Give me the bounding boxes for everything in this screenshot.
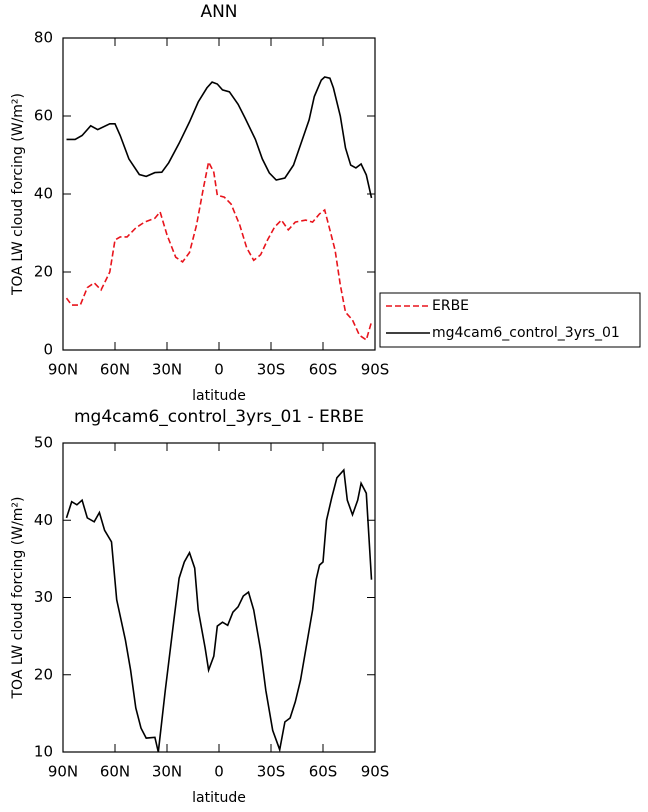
data-line bbox=[66, 76, 373, 199]
x-tick-label: 60S bbox=[309, 361, 338, 379]
x-tick-label: 30S bbox=[257, 763, 286, 781]
legend-label: ERBE bbox=[432, 298, 469, 314]
y-tick-label: 80 bbox=[34, 29, 53, 47]
y-tick-label: 40 bbox=[34, 511, 53, 529]
y-tick-label: 50 bbox=[34, 434, 53, 452]
x-tick-label: 90S bbox=[361, 361, 390, 379]
data-line bbox=[65, 159, 373, 342]
x-tick-label: 60N bbox=[100, 361, 130, 379]
x-axis-label: latitude bbox=[192, 790, 246, 806]
x-tick-label: 30N bbox=[152, 361, 182, 379]
y-tick-label: 0 bbox=[43, 341, 53, 359]
y-axis-label: TOA LW cloud forcing (W/m²) bbox=[10, 497, 26, 700]
plot-frame bbox=[62, 37, 376, 351]
y-tick-label: 40 bbox=[34, 185, 53, 203]
x-tick-label: 90N bbox=[48, 361, 78, 379]
y-tick-label: 10 bbox=[34, 743, 53, 761]
y-tick-label: 20 bbox=[34, 665, 53, 683]
x-tick-label: 60S bbox=[309, 763, 338, 781]
y-tick-label: 60 bbox=[34, 107, 53, 125]
legend-box bbox=[379, 292, 641, 348]
x-tick-label: 90N bbox=[48, 763, 78, 781]
x-tick-label: 60N bbox=[100, 763, 130, 781]
x-tick-label: 0 bbox=[214, 361, 224, 379]
chart-title: ANN bbox=[200, 2, 237, 22]
chart-title: mg4cam6_control_3yrs_01 - ERBE bbox=[74, 407, 364, 427]
plot-frame bbox=[62, 442, 376, 753]
legend-label: mg4cam6_control_3yrs_01 bbox=[432, 325, 620, 341]
x-tick-label: 30N bbox=[152, 763, 182, 781]
y-tick-label: 20 bbox=[34, 263, 53, 281]
y-tick-label: 30 bbox=[34, 588, 53, 606]
y-axis-label: TOA LW cloud forcing (W/m²) bbox=[10, 93, 26, 296]
data-line bbox=[65, 468, 373, 753]
x-tick-label: 30S bbox=[257, 361, 286, 379]
x-tick-label: 0 bbox=[214, 763, 224, 781]
x-axis-label: latitude bbox=[192, 388, 246, 404]
x-tick-label: 90S bbox=[361, 763, 390, 781]
